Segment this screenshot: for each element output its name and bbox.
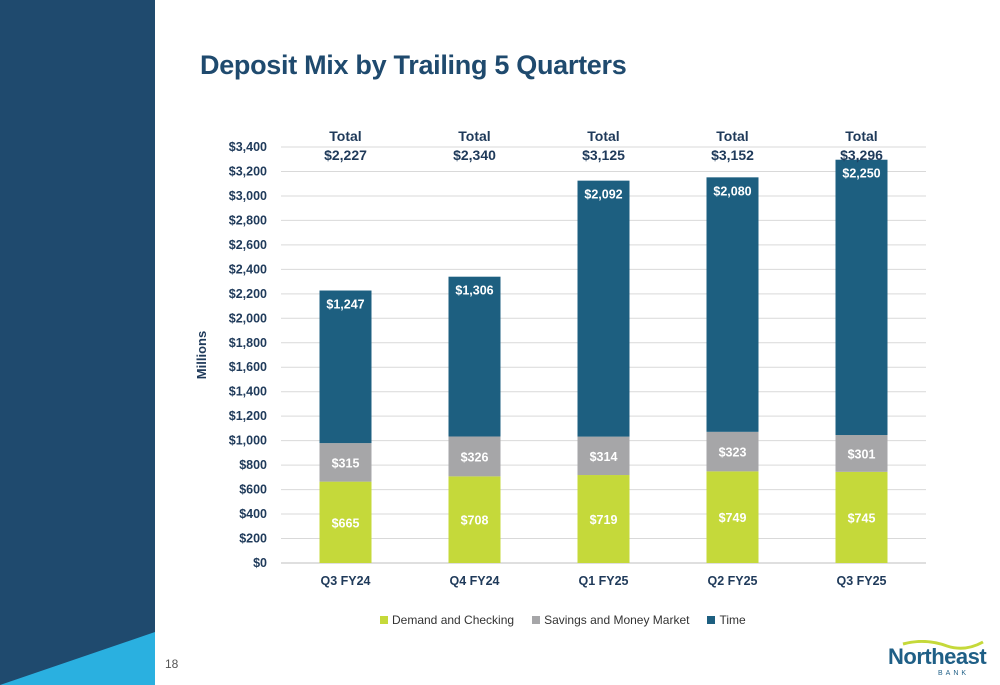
total-prefix-label: Total [845,128,877,144]
total-prefix-label: Total [587,128,619,144]
total-prefix-label: Total [716,128,748,144]
y-tick-label: $1,800 [229,336,267,350]
data-label: $2,080 [713,184,751,198]
data-label: $719 [590,513,618,527]
total-value-label: $2,227 [324,147,367,163]
y-tick-label: $2,000 [229,311,267,325]
legend-label-time: Time [719,613,746,627]
bar-segment [319,481,372,563]
y-tick-label: $200 [239,532,267,546]
x-tick-label: Q4 FY24 [449,574,499,588]
y-tick-label: $2,600 [229,238,267,252]
slide-title: Deposit Mix by Trailing 5 Quarters [200,50,627,80]
deposit-mix-chart: $0 $200 $400 $600 $800 $1,000 $1,200 $1,400 $1,6… [194,128,926,588]
y-tick-label: $400 [239,507,267,521]
y-tick-label: $3,200 [229,164,267,178]
y-tick-label: $1,400 [229,385,267,399]
data-label: $749 [719,511,747,525]
bar-segment [835,435,888,472]
x-tick-label: Q3 FY25 [836,574,886,588]
bar-segment [319,290,372,444]
data-label: $326 [461,450,489,464]
x-tick-label: Q2 FY25 [707,574,757,588]
total-value-label: $3,152 [711,147,754,163]
data-label: $314 [590,450,618,464]
y-axis-label: Millions [194,331,209,379]
bar-segment [835,471,888,563]
bar-segment [448,436,501,477]
logo-sub: BANK [938,670,970,677]
y-tick-label: $1,600 [229,360,267,374]
logo-name: Northeast [888,644,987,669]
y-tick-label: $800 [239,458,267,472]
legend-item-demand: Demand and Checking [380,613,514,627]
bar-segment [319,443,372,482]
bar-segment [448,276,501,437]
bar-segment [706,431,759,472]
data-label: $323 [719,446,747,460]
total-value-label: $2,340 [453,147,496,163]
total-value-label: $3,296 [840,147,883,163]
x-tick-label: Q3 FY24 [320,574,370,588]
y-tick-label: $3,000 [229,189,267,203]
legend-swatch-demand [380,616,388,624]
y-tick-label: $3,400 [229,140,267,154]
page-number: 18 [165,657,179,671]
legend-item-savings: Savings and Money Market [532,613,689,627]
bar-segment [706,177,759,432]
total-prefix-label: Total [458,128,490,144]
total-prefix-label: Total [329,128,361,144]
side-accent-shape [0,632,155,685]
legend-label-savings: Savings and Money Market [544,613,690,627]
bar-segment [448,476,501,563]
data-label: $2,250 [842,167,880,181]
y-tick-label: $2,400 [229,262,267,276]
bar-segment [577,436,630,476]
legend-swatch-time [707,616,716,624]
y-tick-label: $1,200 [229,409,267,423]
legend-swatch-savings [532,616,541,624]
data-label: $301 [848,447,876,461]
data-label: $1,247 [326,298,364,312]
bar-segment [577,475,630,563]
bar-segment [577,180,630,437]
y-tick-label: $0 [253,556,267,570]
bar-segment [706,471,759,563]
total-value-label: $3,125 [582,147,625,163]
legend-label-demand: Demand and Checking [392,613,515,627]
x-tick-label: Q1 FY25 [578,574,628,588]
data-label: $708 [461,514,489,528]
data-label: $1,306 [455,284,493,298]
data-label: $745 [848,511,876,525]
side-panel [0,0,155,685]
data-label: $665 [332,516,360,530]
y-tick-label: $600 [239,483,267,497]
data-label: $2,092 [584,188,622,202]
northeast-bank-logo [902,640,984,650]
chart-legend: Demand and Checking Savings and Money Ma… [380,613,746,627]
legend-item-time: Time [707,613,746,627]
y-tick-label: $2,800 [229,213,267,227]
y-tick-label: $2,200 [229,287,267,301]
bar-segment [835,159,888,436]
y-tick-label: $1,000 [229,434,267,448]
data-label: $315 [332,456,360,470]
